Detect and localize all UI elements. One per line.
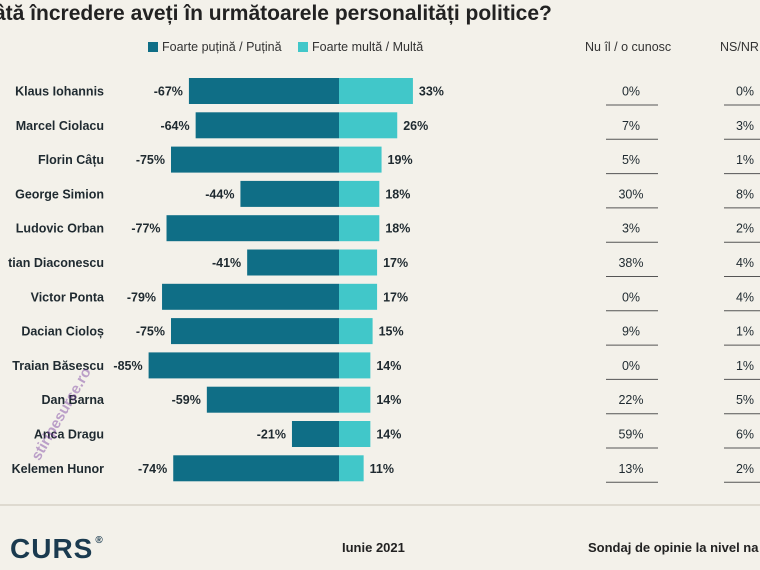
bar-negative xyxy=(291,421,339,447)
bar-negative xyxy=(148,352,339,379)
bar-positive xyxy=(339,146,382,173)
ns-cell: 1% xyxy=(736,153,754,167)
data-label-positive: 14% xyxy=(376,359,401,373)
unknown-cell: 3% xyxy=(622,222,640,236)
data-label-negative: -75% xyxy=(136,325,165,339)
category-label: Dan Barna xyxy=(41,393,105,407)
ns-cell: 8% xyxy=(736,187,754,201)
unknown-cell: 59% xyxy=(618,428,643,442)
legend-item-positive: Foarte multă / Multă xyxy=(298,40,423,54)
data-label-positive: 14% xyxy=(376,393,401,407)
bar-negative xyxy=(206,386,339,413)
unknown-cell: 0% xyxy=(622,290,640,304)
category-label: Anca Dragu xyxy=(34,428,104,442)
bar-negative xyxy=(171,318,339,345)
bar-positive xyxy=(339,215,380,242)
category-label: Victor Ponta xyxy=(31,290,105,304)
data-label-positive: 18% xyxy=(385,187,410,201)
bar-positive xyxy=(339,455,364,482)
survey-date: Iunie 2021 xyxy=(342,540,405,555)
data-label-negative: -77% xyxy=(131,222,160,236)
bar-positive xyxy=(339,112,398,139)
ns-cell: 4% xyxy=(736,256,754,270)
ns-cell: 5% xyxy=(736,393,754,407)
bar-negative xyxy=(166,215,339,242)
ns-cell: 1% xyxy=(736,359,754,373)
unknown-cell: 13% xyxy=(618,462,643,476)
bar-positive xyxy=(339,283,378,310)
ns-cell: 6% xyxy=(736,428,754,442)
data-label-negative: -21% xyxy=(257,428,286,442)
unknown-cell: 9% xyxy=(622,325,640,339)
bar-negative xyxy=(195,112,339,139)
data-label-negative: -41% xyxy=(212,256,241,270)
data-label-negative: -59% xyxy=(172,393,201,407)
legend-swatch-negative xyxy=(148,42,158,52)
column-header-ns: NS/NR xyxy=(720,40,759,54)
curs-logo: CURS ® xyxy=(10,533,104,565)
category-label: Traian Băsescu xyxy=(12,359,104,373)
bar-negative xyxy=(162,283,339,310)
unknown-cell: 30% xyxy=(618,187,643,201)
ns-cell: 1% xyxy=(736,325,754,339)
data-label-positive: 15% xyxy=(379,325,404,339)
bar-positive xyxy=(339,352,371,379)
unknown-cell: 22% xyxy=(618,393,643,407)
data-label-negative: -74% xyxy=(138,462,167,476)
registered-mark: ® xyxy=(95,535,104,546)
category-label: Marcel Ciolacu xyxy=(16,119,104,133)
legend-swatch-positive xyxy=(298,42,308,52)
unknown-cell: 7% xyxy=(622,119,640,133)
bar-positive xyxy=(339,318,373,345)
ns-cell: 2% xyxy=(736,462,754,476)
data-label-negative: -79% xyxy=(127,290,156,304)
category-label: Klaus Iohannis xyxy=(15,85,104,99)
unknown-cell: 38% xyxy=(618,256,643,270)
bar-positive xyxy=(339,386,371,413)
legend-label-positive: Foarte multă / Multă xyxy=(312,40,424,54)
bar-positive xyxy=(339,421,371,447)
logo-text: CURS xyxy=(10,533,94,564)
category-label: Florin Câțu xyxy=(38,153,104,167)
data-label-negative: -67% xyxy=(154,85,183,99)
ns-cell: 4% xyxy=(736,290,754,304)
unknown-cell: 0% xyxy=(622,359,640,373)
bar-negative xyxy=(171,146,339,173)
data-label-negative: -44% xyxy=(205,187,234,201)
category-label: Dacian Cioloș xyxy=(21,325,104,339)
ns-cell: 0% xyxy=(736,85,754,99)
data-label-positive: 17% xyxy=(383,256,408,270)
data-label-positive: 14% xyxy=(376,428,401,442)
ns-cell: 2% xyxy=(736,222,754,236)
data-label-positive: 17% xyxy=(383,290,408,304)
data-label-negative: -64% xyxy=(160,119,189,133)
data-label-positive: 19% xyxy=(388,153,413,167)
data-label-positive: 11% xyxy=(370,462,394,476)
bar-positive xyxy=(339,78,413,104)
bar-positive xyxy=(339,249,378,276)
data-label-negative: -85% xyxy=(113,359,142,373)
data-label-positive: 26% xyxy=(403,119,428,133)
data-label-negative: -75% xyxy=(136,153,165,167)
legend-item-negative: Foarte puțină / Puțină xyxy=(148,40,282,54)
unknown-cell: 0% xyxy=(622,85,640,99)
legend-label-negative: Foarte puțină / Puțină xyxy=(162,40,282,54)
data-label-positive: 18% xyxy=(385,222,410,236)
unknown-cell: 5% xyxy=(622,153,640,167)
bar-negative xyxy=(173,455,339,482)
bar-negative xyxy=(240,180,339,207)
bar-positive xyxy=(339,180,380,207)
category-label: George Simion xyxy=(15,187,104,201)
chart-title: âtă încredere aveți în următoarele perso… xyxy=(0,2,552,25)
category-label: Ludovic Orban xyxy=(16,222,104,236)
ns-cell: 3% xyxy=(736,119,754,133)
bar-negative xyxy=(247,249,339,276)
bar-negative xyxy=(188,78,339,104)
category-label: Kelemen Hunor xyxy=(12,462,105,476)
survey-note: Sondaj de opinie la nivel na xyxy=(588,540,759,555)
category-label: tian Diaconescu xyxy=(8,256,104,270)
data-label-positive: 33% xyxy=(419,85,444,99)
column-header-unknown: Nu îl / o cunosc xyxy=(585,40,672,54)
